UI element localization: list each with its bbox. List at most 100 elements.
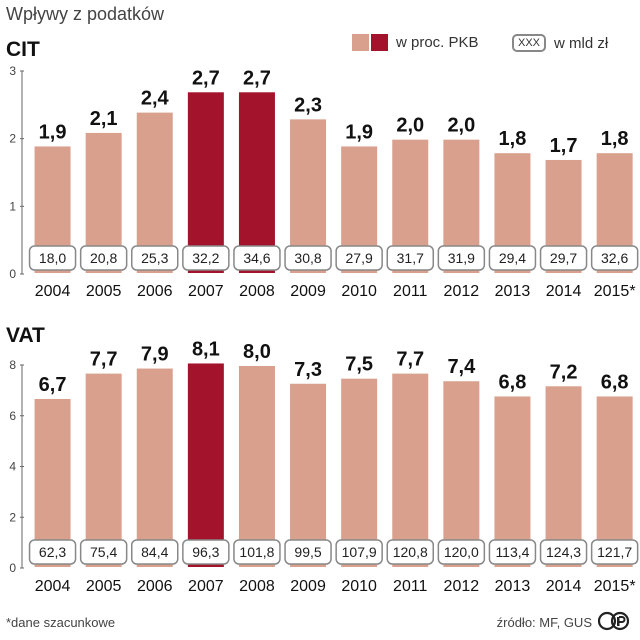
bar-value-label: 7,7 <box>90 349 118 371</box>
bar <box>543 384 584 569</box>
x-tick-label: 2011 <box>393 283 428 300</box>
value-box-label: 29,7 <box>550 250 577 266</box>
bar-value-label: 7,9 <box>141 344 169 366</box>
value-box <box>131 539 179 565</box>
source-note: źródło: MF, GUS <box>496 615 592 630</box>
bar-value-label: 2,0 <box>447 115 475 137</box>
bar <box>339 376 380 569</box>
value-box-label: 101,8 <box>239 544 274 560</box>
value-box-label: 34,6 <box>243 250 270 266</box>
bar <box>134 366 175 569</box>
y-tick-label: 0 <box>9 561 16 575</box>
value-box-label: 124,3 <box>546 544 581 560</box>
footnote: *dane szacunkowe <box>6 615 116 630</box>
vat-section-title: VAT <box>6 324 45 347</box>
value-box-label: 84,4 <box>141 544 168 560</box>
bar <box>236 364 277 569</box>
value-box <box>539 245 588 271</box>
value-box <box>539 539 588 565</box>
bar-value-label: 1,7 <box>550 135 578 157</box>
value-box <box>386 245 434 271</box>
value-box-label: 20,8 <box>90 250 117 266</box>
bar-value-label: 8,0 <box>243 341 271 363</box>
bar-value-label: 7,2 <box>550 361 578 383</box>
x-tick-label: 2007 <box>188 578 224 595</box>
y-tick-label: 2 <box>9 510 16 524</box>
value-box-label: 96,3 <box>192 544 219 560</box>
value-box-label: 27,9 <box>346 250 373 266</box>
bar-value-label: 1,8 <box>499 128 527 150</box>
value-box <box>233 539 281 565</box>
legend-mld: XXX w mld zł <box>512 34 608 52</box>
value-box-label: 31,9 <box>448 250 475 266</box>
value-box <box>590 245 639 271</box>
x-tick-label: 2013 <box>495 283 531 300</box>
x-tick-label: 2015* <box>594 283 636 300</box>
y-tick-label: 1 <box>9 199 16 213</box>
bar-value-label: 2,4 <box>141 88 170 110</box>
bar-value-label: 6,7 <box>39 374 67 396</box>
bar <box>390 371 431 569</box>
bar <box>185 90 226 275</box>
value-box-label: 29,4 <box>499 250 526 266</box>
value-box <box>488 539 537 565</box>
value-box <box>28 245 77 271</box>
x-tick-label: 2005 <box>86 578 122 595</box>
bar <box>185 361 226 569</box>
bar-value-label: 2,0 <box>396 115 424 137</box>
x-tick-label: 2006 <box>137 578 173 595</box>
bar-value-label: 7,4 <box>447 356 476 378</box>
value-box-label: 113,4 <box>495 544 529 560</box>
x-tick-label: 2007 <box>188 283 224 300</box>
bar-value-label: 6,8 <box>499 371 527 393</box>
value-box <box>28 539 77 565</box>
y-tick-label: 2 <box>9 132 16 146</box>
y-tick-label: 0 <box>9 267 16 281</box>
x-tick-label: 2014 <box>546 578 582 595</box>
bar <box>236 90 277 275</box>
x-tick-label: 2014 <box>546 283 582 300</box>
value-box <box>284 539 332 565</box>
x-tick-label: 2010 <box>341 578 377 595</box>
value-box <box>182 539 230 565</box>
bar-value-label: 7,7 <box>396 349 424 371</box>
value-box-label: 120,8 <box>393 544 428 560</box>
value-box <box>488 245 537 271</box>
x-tick-label: 2004 <box>35 283 71 300</box>
value-box <box>284 245 332 271</box>
pap-logo-icon <box>598 611 630 631</box>
bar <box>594 394 635 570</box>
legend-pkb-label: w proc. PKB <box>396 34 479 51</box>
y-tick-label: 4 <box>9 460 16 474</box>
bar <box>83 371 124 569</box>
value-box-label: 30,8 <box>294 250 321 266</box>
value-box <box>79 245 128 271</box>
bar-value-label: 1,9 <box>345 121 373 143</box>
legend-pkb: w proc. PKB <box>352 34 479 51</box>
x-tick-label: 2009 <box>290 578 326 595</box>
bar-value-label: 7,5 <box>345 354 373 376</box>
bar-value-label: 8,1 <box>192 338 220 360</box>
value-box <box>335 539 383 565</box>
cit-section-title: CIT <box>6 38 40 61</box>
x-tick-label: 2012 <box>444 283 480 300</box>
value-box-label: 32,6 <box>601 250 628 266</box>
x-tick-label: 2011 <box>393 578 428 595</box>
value-box-label: 120,0 <box>444 544 479 560</box>
value-box <box>182 245 230 271</box>
x-tick-label: 2004 <box>35 578 71 595</box>
value-box <box>131 245 179 271</box>
x-tick-label: 2005 <box>86 283 122 300</box>
x-tick-label: 2006 <box>137 283 173 300</box>
chart-title: Wpływy z podatków <box>6 4 165 24</box>
value-box-label: 107,9 <box>342 544 377 560</box>
value-box-label: 32,2 <box>192 250 219 266</box>
value-box-label: 121,7 <box>597 544 632 560</box>
y-tick-label: 3 <box>9 64 16 78</box>
legend-swatch-normal <box>352 34 369 51</box>
legend-value-box: XXX <box>512 34 547 52</box>
bar <box>492 394 533 570</box>
value-box-label: 62,3 <box>39 544 66 560</box>
value-box-label: 75,4 <box>90 544 117 560</box>
bar-value-label: 1,9 <box>39 121 67 143</box>
